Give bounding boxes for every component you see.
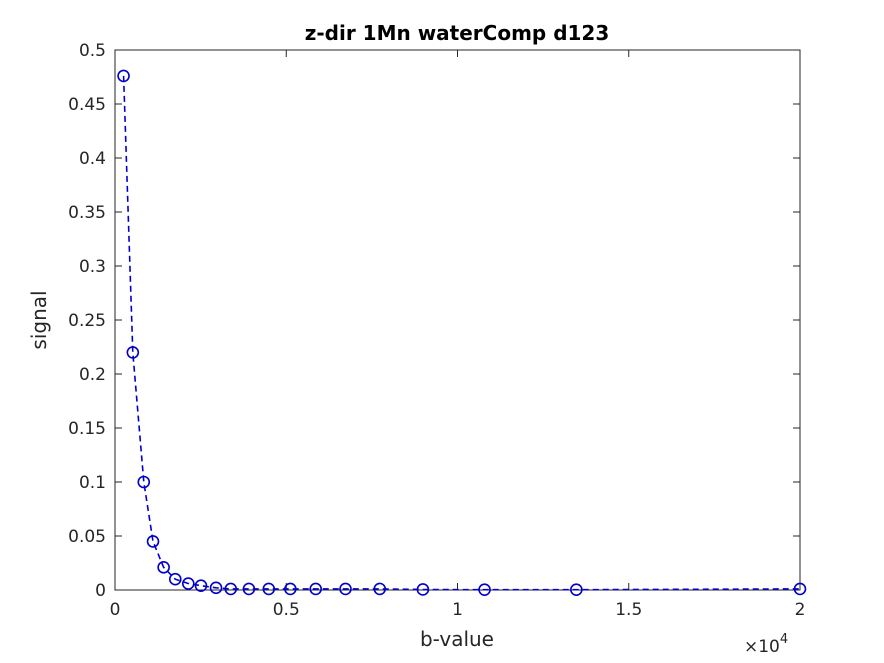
- data-point: [168, 572, 182, 586]
- x-tick-label: 0: [110, 600, 121, 620]
- data-point: [793, 582, 807, 596]
- data-point: [209, 581, 223, 595]
- y-tick-label: 0: [95, 581, 106, 601]
- y-tick-label: 0.2: [79, 365, 106, 385]
- y-tick-label: 0.35: [68, 203, 106, 223]
- y-axis-label: signal: [27, 290, 51, 349]
- y-tick-label: 0.25: [68, 311, 106, 331]
- y-tick-label: 0.5: [79, 41, 106, 61]
- y-tick-label: 0.45: [68, 95, 106, 115]
- y-tick-label: 0.1: [79, 473, 106, 493]
- data-point: [262, 582, 276, 596]
- data-point: [339, 582, 352, 596]
- x-tick-label: 2: [795, 600, 806, 620]
- y-tick-label: 0.15: [68, 419, 106, 439]
- data-point: [137, 475, 151, 489]
- data-point: [117, 69, 130, 83]
- plot-area: [114, 49, 801, 591]
- data-point: [416, 583, 430, 596]
- x-tick-label: 1.5: [615, 600, 642, 620]
- x-axis-exponent: ×104: [744, 632, 788, 657]
- data-point: [309, 582, 323, 596]
- data-point: [570, 583, 583, 596]
- chart-title: z-dir 1Mn waterComp d123: [305, 21, 610, 45]
- data-point: [242, 582, 256, 596]
- series-group: [117, 69, 807, 596]
- x-axis-ticks: 0 0.5 1 1.5 2: [110, 50, 806, 620]
- data-point: [157, 561, 170, 574]
- x-axis-exponent-power: 4: [780, 632, 788, 647]
- data-point: [478, 583, 491, 596]
- data-point: [181, 577, 195, 590]
- y-axis-ticks: 0 0.05 0.1 0.15 0.2 0.25 0.3 0.35 0.4 0.45 0.5: [68, 41, 800, 601]
- y-tick-label: 0.3: [79, 257, 106, 277]
- data-point: [373, 582, 387, 596]
- x-axis-exponent-base: ×10: [744, 637, 780, 657]
- x-tick-label: 1: [452, 600, 463, 620]
- y-tick-label: 0.05: [68, 527, 106, 547]
- data-point: [224, 582, 238, 596]
- y-tick-label: 0.4: [79, 149, 106, 169]
- data-point: [284, 582, 297, 596]
- data-point: [146, 535, 160, 548]
- x-axis-label: b-value: [420, 627, 494, 651]
- data-point: [194, 579, 208, 592]
- series-line: [122, 75, 801, 591]
- x-tick-label: 0.5: [273, 600, 300, 620]
- data-point: [126, 346, 140, 359]
